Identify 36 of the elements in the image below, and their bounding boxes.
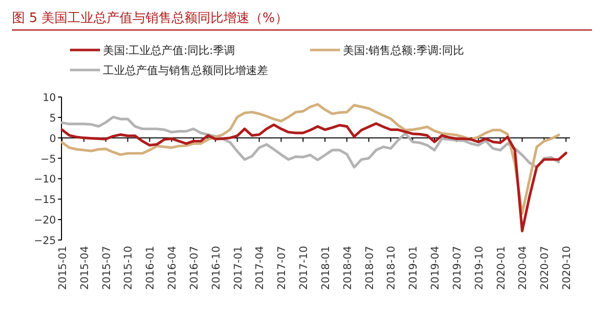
x-tick-label: 2020-01	[495, 246, 508, 290]
x-tick-label: 2017-07	[276, 246, 288, 290]
chart-title: 图 5 美国工业总产值与销售总额同比增速（%）	[12, 10, 288, 26]
x-tick-label: 2017-01	[232, 246, 244, 290]
y-tick-label: −5	[40, 153, 56, 166]
y-tick-label: 0	[49, 132, 56, 145]
x-tick-label: 2019-07	[451, 246, 464, 290]
x-tick-label: 2019-04	[430, 246, 442, 290]
x-tick-label: 2016-10	[210, 246, 222, 290]
x-tick-label: 2019-10	[473, 246, 486, 290]
x-tick-label: 2016-07	[188, 246, 200, 290]
x-tick-label: 2015-10	[122, 246, 135, 290]
x-tick-label: 2015-04	[78, 246, 91, 290]
legend-label: 美国:销售总额:季调:同比	[343, 44, 464, 57]
legend-label: 工业总产值与销售总额同比增速差	[103, 64, 268, 77]
legend-label: 美国:工业总产值:同比:季调	[103, 44, 236, 57]
y-tick-label: −25	[34, 235, 56, 247]
x-tick-label: 2018-10	[386, 246, 398, 290]
y-tick-label: −15	[34, 194, 56, 206]
x-tick-label: 2016-01	[144, 246, 157, 290]
x-tick-label: 2020-04	[517, 246, 530, 290]
y-tick-label: 10	[42, 92, 56, 104]
y-tick-label: −20	[34, 214, 56, 227]
x-tick-label: 2017-04	[254, 246, 266, 290]
x-tick-label: 2020-10	[561, 246, 573, 290]
x-tick-label: 2019-01	[408, 246, 420, 290]
x-tick-label: 2020-07	[539, 246, 552, 290]
y-tick-label: 5	[49, 112, 56, 124]
y-tick-label: −10	[34, 174, 56, 186]
x-tick-label: 2018-07	[364, 246, 376, 290]
x-tick-label: 2017-10	[298, 246, 310, 290]
x-tick-label: 2018-01	[320, 246, 332, 290]
x-tick-label: 2015-01	[57, 246, 69, 290]
x-tick-label: 2015-07	[100, 246, 113, 290]
x-tick-label: 2018-04	[342, 246, 354, 290]
x-tick-label: 2016-04	[166, 246, 179, 290]
